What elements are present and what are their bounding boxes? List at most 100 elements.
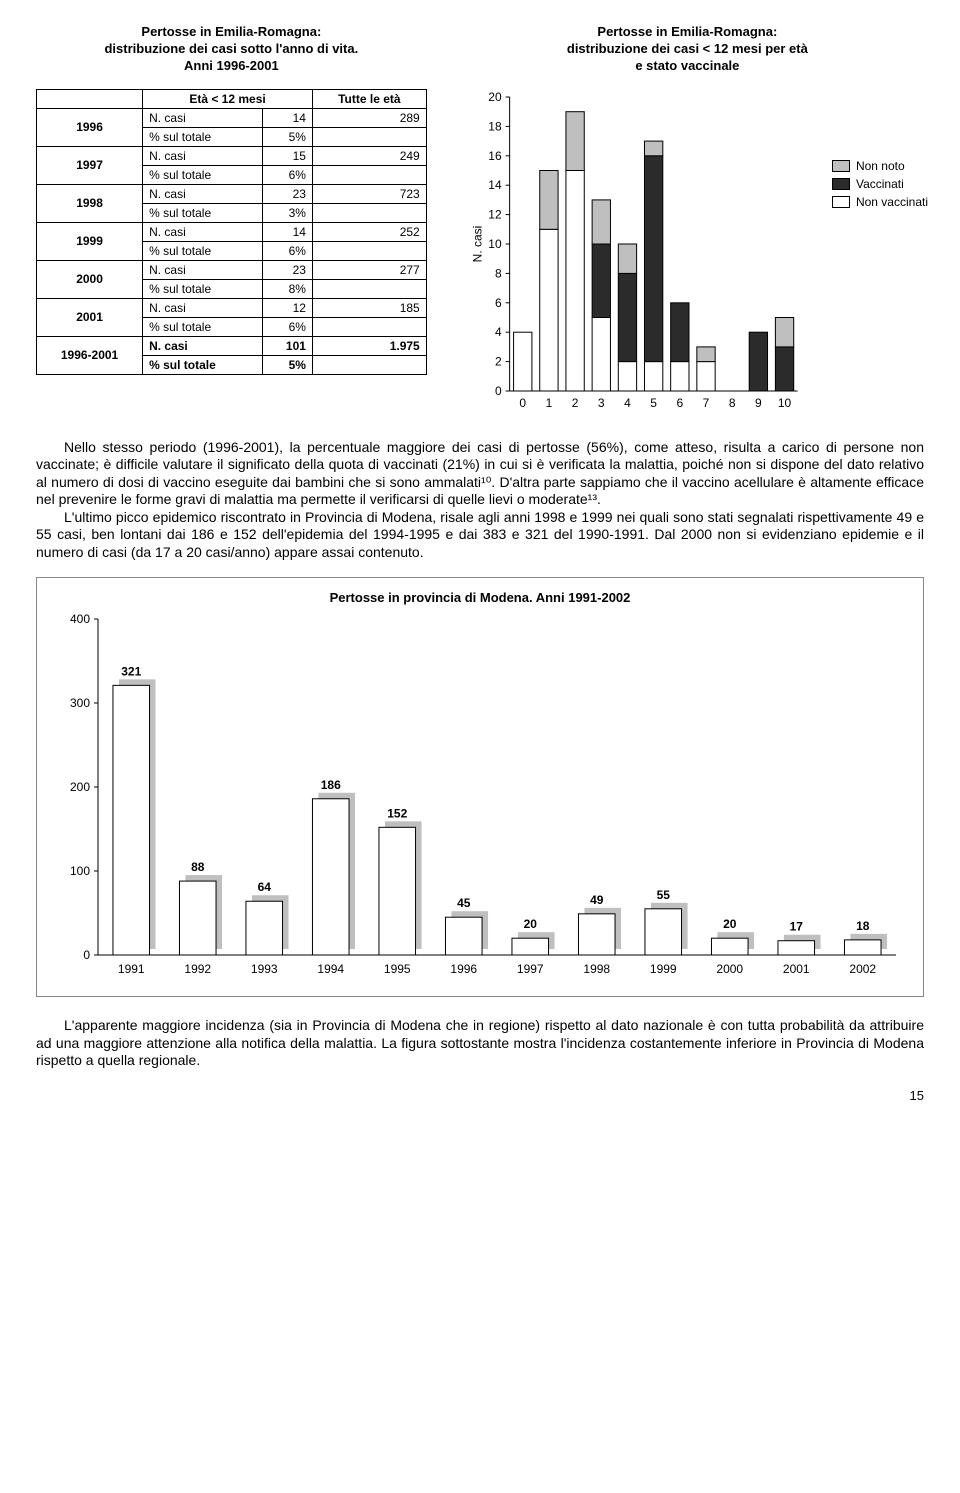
- svg-text:1996: 1996: [450, 962, 477, 976]
- svg-text:1999: 1999: [650, 962, 677, 976]
- pct-val: 3%: [263, 203, 313, 222]
- svg-text:16: 16: [488, 148, 502, 162]
- svg-text:0: 0: [495, 384, 502, 398]
- table-row: 1996 N. casi 14 289: [37, 108, 427, 127]
- chart2-title: Pertosse in provincia di Modena. Anni 19…: [49, 590, 911, 605]
- table-row: 1996-2001 N. casi 101 1.975: [37, 336, 427, 355]
- svg-text:9: 9: [755, 396, 762, 410]
- svg-text:1997: 1997: [517, 962, 544, 976]
- svg-text:20: 20: [524, 917, 538, 931]
- svg-text:18: 18: [856, 919, 870, 933]
- svg-text:200: 200: [70, 780, 90, 794]
- chart2-frame: Pertosse in provincia di Modena. Anni 19…: [36, 577, 924, 997]
- ncasi-u12: 101: [263, 336, 313, 355]
- pct-empty: [312, 279, 426, 298]
- ncasi-all: 252: [312, 222, 426, 241]
- pct-val: 5%: [263, 127, 313, 146]
- pct-val: 6%: [263, 165, 313, 184]
- svg-text:10: 10: [778, 396, 792, 410]
- ncasi-u12: 23: [263, 260, 313, 279]
- svg-text:8: 8: [495, 266, 502, 280]
- pct-val: 6%: [263, 317, 313, 336]
- svg-text:45: 45: [457, 896, 471, 910]
- svg-text:321: 321: [121, 665, 141, 679]
- ncasi-label: N. casi: [143, 298, 263, 317]
- pct-label: % sul totale: [143, 355, 263, 374]
- pct-label: % sul totale: [143, 317, 263, 336]
- pct-label: % sul totale: [143, 203, 263, 222]
- svg-text:2: 2: [571, 396, 578, 410]
- svg-text:300: 300: [70, 696, 90, 710]
- table-header-row: Età < 12 mesi Tutte le età: [37, 89, 427, 108]
- svg-text:1995: 1995: [384, 962, 411, 976]
- ncasi-label: N. casi: [143, 260, 263, 279]
- year-cell: 1998: [37, 184, 143, 222]
- table-row: 2001 N. casi 12 185: [37, 298, 427, 317]
- legend-label: Non vaccinati: [856, 195, 928, 209]
- svg-text:7: 7: [702, 396, 709, 410]
- svg-text:0: 0: [83, 948, 90, 962]
- svg-text:1: 1: [545, 396, 552, 410]
- ncasi-u12: 12: [263, 298, 313, 317]
- paragraph-2: L'ultimo picco epidemico riscontrato in …: [36, 509, 924, 562]
- table-row: 1997 N. casi 15 249: [37, 146, 427, 165]
- table-row: 2000 N. casi 23 277: [37, 260, 427, 279]
- svg-text:49: 49: [590, 893, 604, 907]
- legend-label: Vaccinati: [856, 177, 904, 191]
- ncasi-u12: 14: [263, 222, 313, 241]
- right-column: Pertosse in Emilia-Romagna:distribuzione…: [451, 24, 924, 419]
- svg-text:4: 4: [495, 325, 502, 339]
- svg-text:2000: 2000: [716, 962, 743, 976]
- paragraph-3: L'apparente maggiore incidenza (sia in P…: [36, 1017, 924, 1070]
- left-column: Pertosse in Emilia-Romagna:distribuzione…: [36, 24, 427, 419]
- legend-item: Non noto: [832, 159, 928, 173]
- pct-label: % sul totale: [143, 279, 263, 298]
- ncasi-label: N. casi: [143, 222, 263, 241]
- body-text-2: L'apparente maggiore incidenza (sia in P…: [36, 1017, 924, 1070]
- svg-text:2002: 2002: [849, 962, 876, 976]
- svg-text:1994: 1994: [317, 962, 344, 976]
- chart1-legend: Non noto Vaccinati Non vaccinati: [832, 155, 928, 213]
- legend-item: Non vaccinati: [832, 195, 928, 209]
- ncasi-all: 249: [312, 146, 426, 165]
- chart1-svg: 02468101214161820N. casi012345678910: [451, 89, 924, 419]
- ncasi-label: N. casi: [143, 146, 263, 165]
- pct-empty: [312, 165, 426, 184]
- svg-text:2: 2: [495, 354, 502, 368]
- ncasi-all: 1.975: [312, 336, 426, 355]
- svg-text:1998: 1998: [583, 962, 610, 976]
- paragraph-1: Nello stesso periodo (1996-2001), la per…: [36, 439, 924, 509]
- ncasi-u12: 15: [263, 146, 313, 165]
- ncasi-u12: 23: [263, 184, 313, 203]
- ncasi-label: N. casi: [143, 108, 263, 127]
- svg-text:2001: 2001: [783, 962, 810, 976]
- ncasi-label: N. casi: [143, 184, 263, 203]
- svg-text:N. casi: N. casi: [470, 225, 484, 262]
- table-row: 1998 N. casi 23 723: [37, 184, 427, 203]
- pct-empty: [312, 355, 426, 374]
- table-row: 1999 N. casi 14 252: [37, 222, 427, 241]
- ncasi-all: 723: [312, 184, 426, 203]
- top-row: Pertosse in Emilia-Romagna:distribuzione…: [36, 24, 924, 419]
- year-cell: 1999: [37, 222, 143, 260]
- svg-text:4: 4: [624, 396, 631, 410]
- pct-empty: [312, 241, 426, 260]
- legend-swatch: [832, 196, 850, 208]
- svg-text:14: 14: [488, 178, 502, 192]
- svg-text:6: 6: [495, 295, 502, 309]
- svg-text:1992: 1992: [184, 962, 211, 976]
- pct-val: 5%: [263, 355, 313, 374]
- svg-text:64: 64: [258, 880, 272, 894]
- pct-empty: [312, 127, 426, 146]
- svg-text:20: 20: [723, 917, 737, 931]
- pct-val: 8%: [263, 279, 313, 298]
- pct-empty: [312, 317, 426, 336]
- th-eta: Età < 12 mesi: [143, 89, 313, 108]
- svg-text:6: 6: [676, 396, 683, 410]
- pct-empty: [312, 203, 426, 222]
- legend-swatch: [832, 160, 850, 172]
- svg-text:12: 12: [488, 207, 502, 221]
- year-cell: 1997: [37, 146, 143, 184]
- year-cell: 1996-2001: [37, 336, 143, 374]
- svg-text:17: 17: [790, 920, 804, 934]
